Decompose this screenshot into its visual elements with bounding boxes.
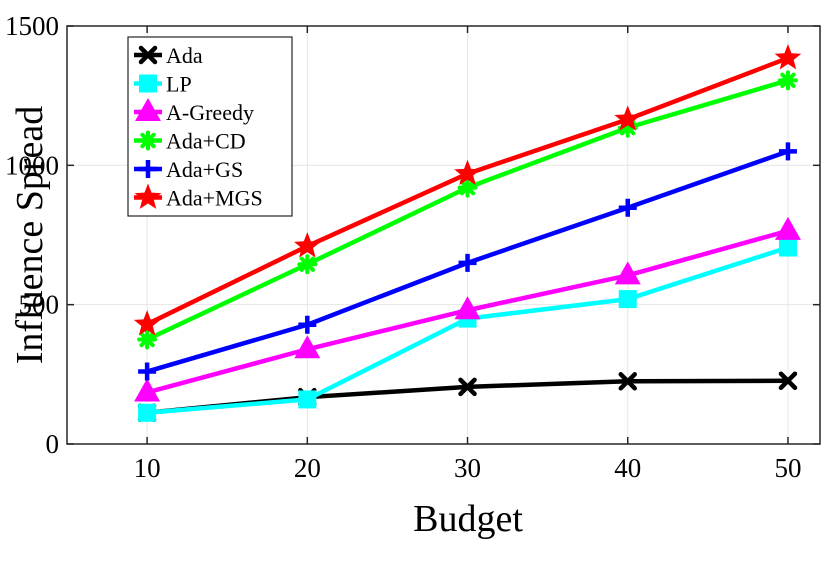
legend-marker-ada-gs (139, 160, 157, 178)
data-point-ada-cd (777, 70, 798, 91)
legend-label-ada-gs: Ada+GS (166, 157, 243, 182)
x-tick-label: 20 (294, 453, 321, 483)
x-tick-label: 10 (134, 453, 161, 483)
legend-marker-ada-mgs (134, 183, 162, 209)
data-point-ada-gs (618, 198, 637, 217)
y-tick-label: 1000 (5, 150, 59, 180)
data-point-a-greedy (614, 261, 641, 285)
legend-box (127, 36, 293, 217)
legend-marker-ada-cd-core (143, 136, 153, 145)
data-point-lp (618, 290, 637, 309)
data-point-ada-mgs (614, 105, 642, 131)
legend-label-a-greedy: A-Greedy (166, 100, 254, 125)
data-point-ada-mgs (774, 44, 802, 70)
y-axis-title: Influence Spread (9, 106, 51, 365)
legend-label-ada-cd: Ada+CD (166, 129, 246, 154)
data-point-lp (778, 238, 797, 257)
series-a-greedy (134, 216, 801, 402)
data-point-ada-mgs (133, 310, 161, 336)
legend-label-ada: Ada (166, 43, 203, 68)
plot-frame (66, 25, 821, 445)
legend-marker-ada (138, 45, 158, 65)
data-point-a-greedy (294, 335, 321, 359)
data-point-lp (298, 390, 317, 409)
legend-item-a-greedy: A-Greedy (134, 98, 254, 125)
data-point-ada-gs (458, 253, 477, 272)
series-ada-gs (138, 142, 797, 381)
x-tick-label: 50 (774, 453, 801, 483)
legend-item-ada-mgs: Ada+MGS (134, 183, 263, 211)
legend-label-lp: LP (166, 72, 192, 97)
data-point-ada-cd-core (302, 259, 312, 269)
series-layer (133, 44, 802, 423)
legend-item-ada: Ada (134, 43, 203, 68)
y-tick-label: 0 (46, 429, 60, 459)
legend-item-ada-gs: Ada+GS (134, 157, 243, 182)
data-point-ada (458, 377, 477, 397)
data-point-ada (778, 371, 798, 390)
legend-marker-ada-cd (138, 130, 158, 151)
legend: Ada LP A-Greedy Ada+CD Ada+GS Ada+MGS (127, 36, 293, 217)
data-point-ada-mgs (294, 232, 321, 258)
data-point-ada-cd (297, 254, 318, 275)
data-point-a-greedy (134, 378, 161, 402)
y-tick-label: 1500 (5, 11, 59, 41)
data-point-ada-mgs (454, 159, 481, 186)
data-point-lp (138, 403, 157, 422)
data-point-ada-cd-core (142, 335, 152, 344)
data-point-ada-gs (298, 315, 317, 334)
legend-marker-lp (139, 74, 157, 93)
data-point-ada-cd-core (463, 183, 473, 193)
x-tick-label: 40 (614, 453, 641, 483)
x-axis-title: Budget (413, 498, 523, 540)
legend-marker-a-greedy (135, 98, 161, 121)
y-tick-label: 500 (19, 290, 60, 320)
data-point-ada-gs (138, 362, 157, 381)
data-point-a-greedy (454, 296, 481, 320)
data-point-ada-cd-core (783, 75, 793, 85)
legend-item-lp: LP (134, 72, 192, 97)
x-tick-label: 30 (454, 453, 481, 483)
data-point-a-greedy (774, 216, 801, 240)
data-point-ada-cd (137, 329, 158, 350)
data-point-ada-gs (778, 142, 797, 161)
data-point-ada (618, 372, 637, 391)
legend-item-ada-cd: Ada+CD (134, 129, 246, 154)
series-ada-cd (137, 70, 798, 350)
series-ada-mgs (133, 44, 802, 336)
legend-label-ada-mgs: Ada+MGS (166, 186, 263, 211)
data-point-ada-cd (457, 177, 478, 198)
